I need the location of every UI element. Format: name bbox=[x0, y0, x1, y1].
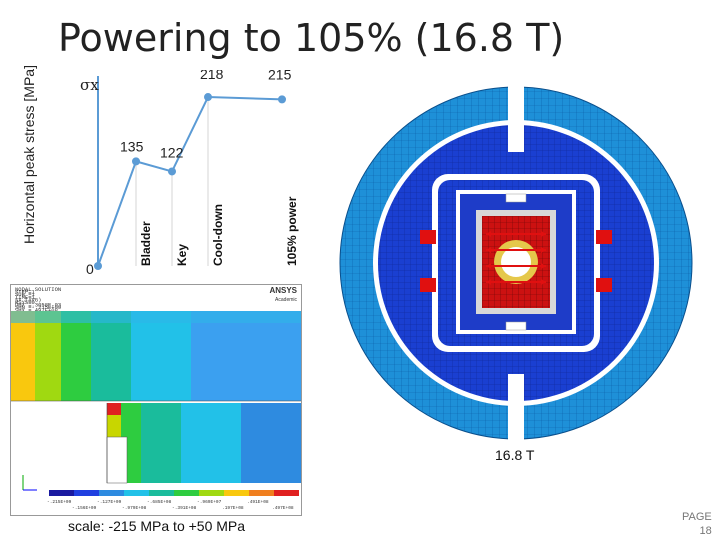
fea-header-line: NODAL SOLUTION bbox=[15, 286, 61, 293]
legend-swatch bbox=[174, 490, 199, 496]
data-point bbox=[168, 167, 176, 176]
legend-value: -.127E+09 bbox=[97, 499, 122, 505]
data-label: 0 bbox=[86, 261, 94, 277]
series-line bbox=[97, 96, 283, 267]
legend-swatch bbox=[49, 490, 74, 496]
fea-stress-contour-plot: NODAL SOLUTION STEP=1 SUB =1 TIME=1 SX (AVG)… bbox=[10, 284, 302, 516]
data-point bbox=[204, 93, 212, 102]
legend-value: .491E+08 bbox=[247, 499, 269, 505]
chart-y-axis-label: Horizontal peak stress [MPa] bbox=[18, 65, 58, 248]
legend-swatch bbox=[224, 490, 249, 496]
legend-value: .497E+08 bbox=[272, 505, 294, 511]
legend-value: -.979E+08 bbox=[122, 505, 147, 511]
ansys-edition: Academic bbox=[275, 297, 297, 303]
data-label: 122 bbox=[160, 144, 184, 160]
data-label: 215 bbox=[268, 70, 292, 82]
stress-line-chart: σx 0 135 122 218 215 Bladder Key Cool-down 105% p… bbox=[80, 70, 299, 277]
category-label: Key bbox=[175, 244, 189, 266]
fea-header-line: SMN =-.215E+09 bbox=[15, 304, 61, 311]
legend-value: .197E+08 bbox=[222, 505, 244, 511]
stress-scale-caption: scale: -215 MPa to +50 MPa bbox=[68, 518, 246, 534]
category-label: Cool-down bbox=[211, 204, 225, 266]
page-indicator: PAGE 18 bbox=[682, 510, 712, 538]
field-strength-label: 16.8 T bbox=[495, 447, 535, 463]
legend-swatch bbox=[149, 490, 174, 496]
legend-value: -.156E+09 bbox=[72, 505, 97, 511]
legend-swatch bbox=[274, 490, 299, 496]
fea-header-line: RSYS=0 bbox=[15, 299, 35, 306]
y-axis-symbol: σx bbox=[80, 76, 99, 94]
fea-header-line: SMX =.497E+08 bbox=[15, 307, 58, 314]
data-point bbox=[94, 262, 102, 270]
legend-value: -.391E+08 bbox=[172, 505, 197, 511]
legend-swatch bbox=[249, 490, 274, 496]
legend-swatch bbox=[124, 490, 149, 496]
legend-swatch bbox=[74, 490, 99, 496]
magnet-cross-section bbox=[339, 86, 693, 440]
y-axis-title: Horizontal peak stress [MPa] bbox=[21, 65, 37, 244]
category-label: Bladder bbox=[139, 221, 153, 266]
fea-header-line: TIME=1 bbox=[15, 294, 36, 301]
category-label: 105% power bbox=[285, 196, 299, 266]
fea-header-line: DMX =.3058E-03 bbox=[15, 302, 61, 309]
data-label: 135 bbox=[120, 138, 144, 154]
legend-value: -.215E+09 bbox=[47, 499, 72, 505]
fea-header-line: SUB =1 bbox=[15, 291, 36, 298]
ansys-logo: ANSYS bbox=[269, 286, 297, 295]
page-number: 18 bbox=[699, 525, 712, 537]
legend-value: -.969E+07 bbox=[197, 499, 222, 505]
legend-swatch bbox=[99, 490, 124, 496]
legend-value: -.685E+08 bbox=[147, 499, 172, 505]
data-label: 218 bbox=[200, 70, 224, 82]
data-point bbox=[278, 95, 286, 104]
page-label: PAGE bbox=[682, 511, 712, 523]
fea-header-line: STEP=1 bbox=[15, 289, 36, 296]
slide-title: Powering to 105% (16.8 T) bbox=[58, 16, 565, 60]
fea-header-line: SX (AVG) bbox=[15, 296, 41, 303]
legend-swatch bbox=[199, 490, 224, 496]
data-point bbox=[132, 157, 140, 166]
